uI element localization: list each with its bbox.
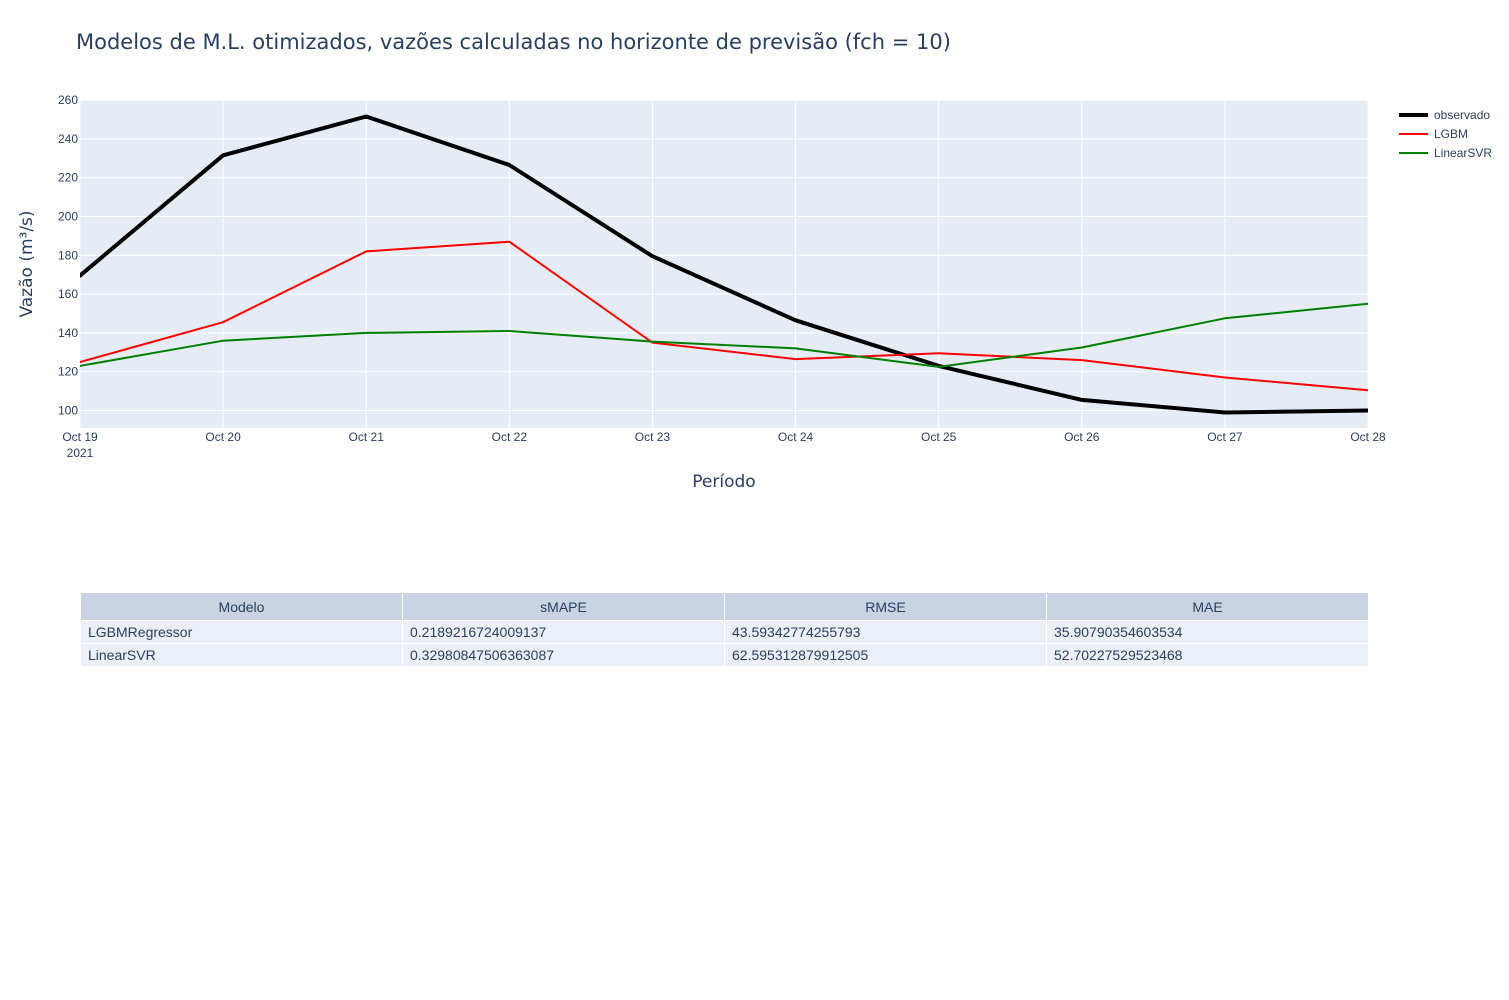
series-line-linearsvr [80, 302, 1368, 368]
table-header-row: Modelo sMAPE RMSE MAE [80, 592, 1369, 621]
x-tick-label: Oct 21 [349, 430, 385, 444]
x-tick-label: Oct 26 [1064, 430, 1100, 444]
line-chart: Modelos de M.L. otimizados, vazões calcu… [17, 30, 1492, 492]
cell-modelo: LGBMRegressor [80, 620, 403, 644]
x-axis-title: Período [692, 472, 755, 492]
gridlines [79, 99, 1369, 428]
y-tick-label: 140 [58, 326, 78, 340]
legend-label: LinearSVR [1434, 146, 1492, 160]
cell-rmse: 62.595312879912505 [724, 643, 1047, 667]
cell-rmse: 43.59342774255793 [724, 620, 1047, 644]
header-smape: sMAPE [402, 592, 725, 621]
y-tick-label: 100 [58, 404, 78, 418]
chart-title: Modelos de M.L. otimizados, vazões calcu… [76, 30, 951, 54]
y-axis-title: Vazão (m³/s) [17, 210, 37, 317]
legend-item-observado[interactable]: observado [1399, 108, 1490, 122]
x-tick-label: Oct 19 [62, 430, 98, 444]
x-tick-label: Oct 22 [492, 430, 528, 444]
series-lines [80, 114, 1368, 415]
x-tick-label: Oct 23 [635, 430, 671, 444]
series-line-observado [80, 114, 1368, 415]
header-modelo: Modelo [80, 592, 403, 621]
plot-area [80, 100, 1368, 428]
legend-label: observado [1434, 108, 1490, 122]
cell-mae: 52.70227529523468 [1046, 643, 1369, 667]
x-tick-label: Oct 27 [1207, 430, 1243, 444]
legend-item-lgbm[interactable]: LGBM [1399, 127, 1468, 141]
cell-mae: 35.90790354603534 [1046, 620, 1369, 644]
legend[interactable]: observado LGBM LinearSVR [1399, 108, 1492, 160]
x-tick-label: Oct 20 [205, 430, 241, 444]
y-tick-label: 160 [58, 287, 78, 301]
y-tick-label: 180 [58, 248, 78, 262]
header-rmse: RMSE [724, 592, 1047, 621]
x-tick-year: 2021 [67, 446, 94, 460]
cell-smape: 0.32980847506363087 [402, 643, 725, 667]
table-row: LGBMRegressor 0.2189216724009137 43.5934… [80, 620, 1369, 644]
x-tick-label: Oct 25 [921, 430, 957, 444]
x-tick-label: Oct 28 [1350, 430, 1386, 444]
legend-label: LGBM [1434, 127, 1468, 141]
y-tick-label: 220 [58, 171, 78, 185]
header-mae: MAE [1046, 592, 1369, 621]
cell-modelo: LinearSVR [80, 643, 403, 667]
y-tick-label: 260 [58, 93, 78, 107]
legend-item-linearsvr[interactable]: LinearSVR [1399, 146, 1492, 160]
y-tick-label: 240 [58, 132, 78, 146]
table-row: LinearSVR 0.32980847506363087 62.5953128… [80, 643, 1369, 667]
y-axis-ticks: 100 120 140 160 180 200 220 240 260 [58, 93, 78, 418]
y-tick-label: 200 [58, 209, 78, 223]
metrics-table: Modelo sMAPE RMSE MAE LGBMRegressor 0.21… [80, 592, 1369, 667]
y-tick-label: 120 [58, 365, 78, 379]
series-line-lgbm [80, 240, 1368, 392]
x-tick-label: Oct 24 [778, 430, 814, 444]
x-axis-ticks: Oct 19 Oct 20 Oct 21 Oct 22 Oct 23 Oct 24 Oct … [62, 430, 1386, 444]
cell-smape: 0.2189216724009137 [402, 620, 725, 644]
